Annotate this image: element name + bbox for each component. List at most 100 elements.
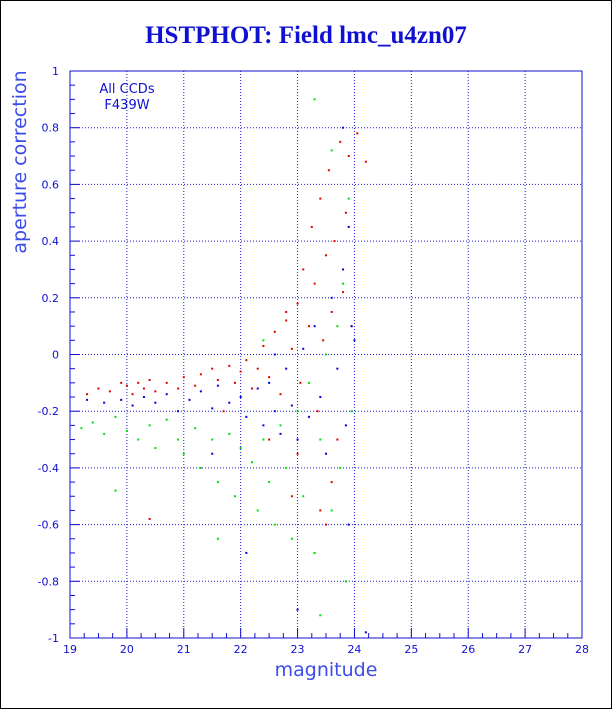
- data-point: [199, 390, 202, 393]
- data-point: [296, 608, 299, 611]
- y-axis-label: aperture correction: [9, 70, 31, 253]
- data-point: [344, 424, 347, 427]
- data-point: [319, 396, 322, 399]
- data-point: [342, 268, 345, 271]
- data-point: [279, 424, 282, 427]
- data-point: [211, 438, 214, 441]
- data-point: [216, 537, 219, 540]
- data-point: [256, 387, 259, 390]
- data-point: [347, 225, 350, 228]
- data-point: [302, 347, 305, 350]
- data-point: [199, 466, 202, 469]
- data-point: [285, 367, 288, 370]
- y-tick-label: 0.8: [42, 122, 60, 135]
- data-point: [336, 367, 339, 370]
- data-point: [182, 376, 185, 379]
- data-point: [290, 404, 293, 407]
- chart-title: HSTPHOT: Field lmc_u4zn07: [145, 22, 467, 49]
- y-tick-label: -0.2: [38, 405, 59, 418]
- data-point: [313, 551, 316, 554]
- data-point: [177, 410, 180, 413]
- annotation-ccds: All CCDs: [99, 82, 154, 97]
- data-point: [199, 373, 202, 376]
- data-point: [262, 339, 265, 342]
- data-point: [302, 268, 305, 271]
- data-point: [313, 325, 316, 328]
- data-point: [142, 387, 145, 390]
- data-point: [91, 421, 94, 424]
- y-tick-label: -0.4: [38, 462, 59, 475]
- data-point: [268, 381, 271, 384]
- data-point: [279, 432, 282, 435]
- data-point: [273, 410, 276, 413]
- data-point: [273, 330, 276, 333]
- data-point: [233, 495, 236, 498]
- y-tick-label: 1: [52, 65, 59, 78]
- data-point: [330, 149, 333, 152]
- data-point: [339, 140, 342, 143]
- data-point: [239, 396, 242, 399]
- data-point: [103, 401, 106, 404]
- x-tick-label: 23: [291, 643, 305, 656]
- data-point: [165, 381, 168, 384]
- data-point: [222, 410, 225, 413]
- x-tick-label: 28: [575, 643, 589, 656]
- data-point: [97, 387, 100, 390]
- data-point: [325, 523, 327, 526]
- data-point: [330, 509, 333, 512]
- data-point: [310, 225, 313, 228]
- data-point: [251, 387, 254, 390]
- data-point: [103, 432, 106, 435]
- data-point: [137, 438, 140, 441]
- data-point: [364, 631, 367, 634]
- data-point: [307, 381, 310, 384]
- data-point: [108, 390, 111, 393]
- data-point: [350, 325, 353, 328]
- data-point: [262, 438, 265, 441]
- data-point: [216, 481, 219, 484]
- data-point: [245, 415, 248, 418]
- annotation-filter: F439W: [104, 98, 149, 113]
- data-point: [142, 396, 145, 399]
- data-point: [319, 614, 322, 617]
- data-point: [177, 438, 180, 441]
- data-point: [350, 410, 353, 413]
- y-tick-label: -0.8: [38, 575, 59, 588]
- data-point: [313, 282, 316, 285]
- data-point: [302, 495, 305, 498]
- data-point: [182, 452, 185, 455]
- data-point: [322, 339, 325, 342]
- data-point: [86, 393, 89, 396]
- data-point: [148, 517, 151, 520]
- data-point: [356, 132, 359, 135]
- data-point: [268, 376, 271, 379]
- data-point: [154, 390, 157, 393]
- data-point: [216, 379, 219, 382]
- x-tick-label: 19: [63, 643, 77, 656]
- x-tick-labels: 19 20 21 22 23 24 25 26 27 28: [63, 643, 589, 656]
- data-point: [325, 353, 327, 356]
- data-point: [313, 98, 316, 101]
- data-point: [319, 438, 322, 441]
- data-point: [268, 438, 271, 441]
- data-point: [80, 427, 83, 430]
- data-point: [342, 126, 345, 129]
- data-point: [228, 432, 231, 435]
- data-point: [342, 291, 345, 294]
- y-tick-labels: -1 -0.8 -0.6 -0.4 -0.2 0 0.2 0.4 0.6 0.8 1: [38, 65, 59, 645]
- data-point: [114, 489, 117, 492]
- data-point: [177, 387, 180, 390]
- data-point: [327, 169, 330, 172]
- data-point: [268, 481, 271, 484]
- data-point: [228, 364, 231, 367]
- data-point: [131, 393, 134, 396]
- data-point: [239, 447, 242, 450]
- data-point: [307, 325, 310, 328]
- x-tick-label: 25: [404, 643, 418, 656]
- data-point: [296, 438, 299, 441]
- data-point: [344, 211, 347, 214]
- data-point: [347, 523, 350, 526]
- data-point: [125, 430, 128, 433]
- data-point: [245, 359, 248, 362]
- data-point: [333, 240, 336, 243]
